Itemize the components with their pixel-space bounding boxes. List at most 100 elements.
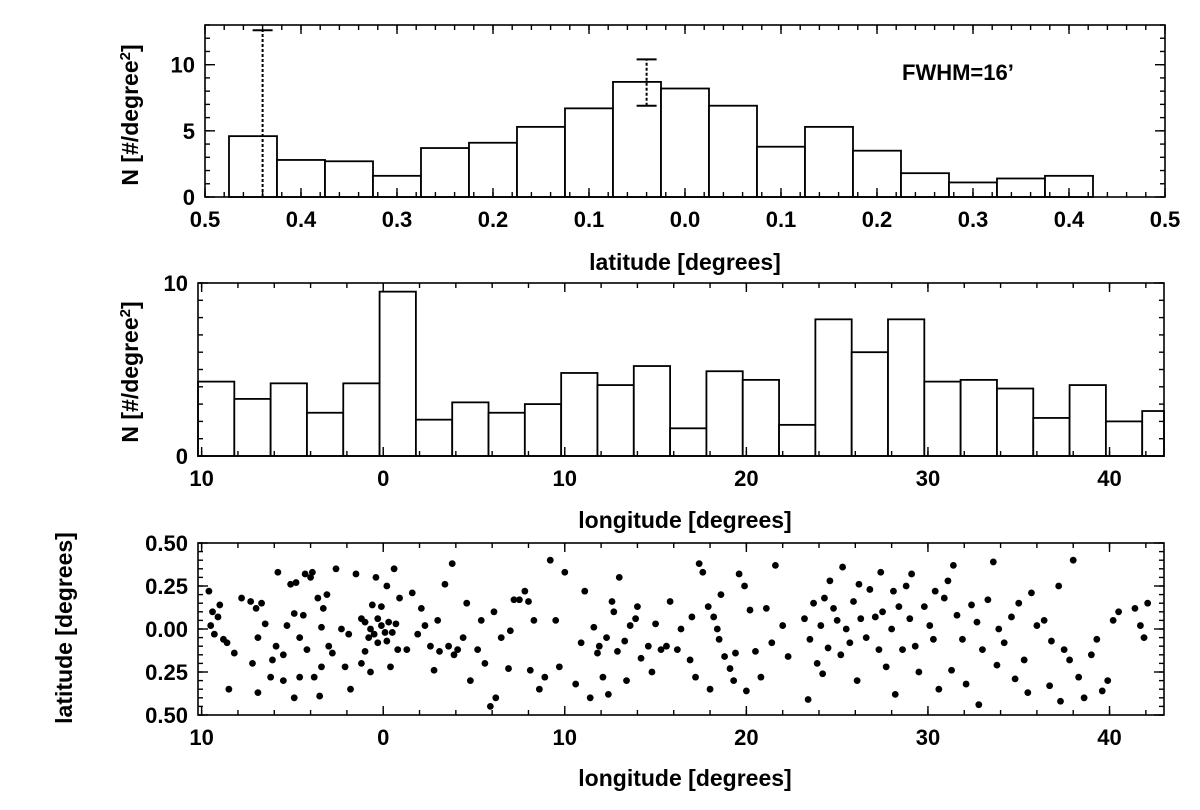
scatter-point (581, 587, 589, 595)
scatter-point (361, 647, 369, 655)
longitude-histogram-bar (1068, 384, 1107, 457)
scatter-frame (197, 542, 1165, 716)
scatter-point (875, 646, 883, 654)
scatter-point (1028, 589, 1035, 597)
scatter-point (604, 690, 612, 698)
scatter-point (341, 663, 349, 671)
longitude-histogram-bar (887, 318, 926, 457)
scatter-ticks: 10 0 10 20 30 40 0.50 0.25 0.00 0.25 0.50 (145, 531, 1164, 750)
scatter-point (258, 599, 265, 607)
latitude-histogram-bar (324, 160, 374, 198)
latitude-histogram-bar (804, 125, 854, 198)
latitude-histogram-bar (708, 104, 758, 198)
latitude-histogram-bar (468, 141, 518, 198)
scatter-point (374, 639, 382, 647)
scatter-point (352, 570, 360, 578)
scatter-point (303, 646, 311, 654)
scatter-point (973, 618, 981, 626)
scatter-point (361, 618, 369, 626)
scatter-point (888, 625, 896, 633)
scatter-point (249, 660, 256, 667)
scatter-point (871, 613, 879, 621)
scatter-point (1109, 617, 1117, 624)
scatter-point (283, 622, 291, 629)
scatter-point (477, 617, 485, 624)
scatter-point (915, 668, 923, 676)
latitude-histogram-x-tick-label: 0.3 (382, 207, 413, 232)
scatter-x-tick-label: 0 (377, 725, 389, 750)
scatter-point (377, 622, 385, 629)
longitude-histogram-bar (342, 382, 381, 457)
scatter-point (417, 604, 425, 612)
scatter-point (385, 618, 393, 626)
scatter-point (1069, 556, 1077, 564)
scatter-point (995, 625, 1003, 633)
scatter-point (396, 594, 403, 602)
scatter-point (510, 596, 518, 604)
scatter-point (318, 663, 325, 671)
scatter-point (784, 653, 792, 660)
latitude-histogram-bar (564, 107, 614, 198)
latitude-histogram-x-tick-label: 0.1 (574, 207, 605, 232)
scatter-point (821, 594, 828, 602)
scatter-point (1144, 599, 1152, 607)
scatter-point (332, 565, 340, 573)
scatter-point (474, 646, 482, 654)
scatter-point (301, 570, 309, 578)
scatter-point (953, 611, 961, 619)
scatter-point (839, 563, 847, 571)
scatter-point (492, 694, 500, 702)
scatter-point (984, 596, 992, 604)
scatter-point (833, 617, 841, 624)
scatter-point (319, 604, 327, 612)
scatter-point (626, 622, 634, 629)
scatter-point (920, 603, 928, 611)
scatter-point (1046, 682, 1054, 690)
latitude-histogram-x-tick-label: 0.5 (190, 207, 221, 232)
scatter-point (388, 629, 396, 636)
scatter-y-tick-label: 0.25 (145, 660, 188, 685)
scatter-point (762, 604, 770, 612)
scatter-point (535, 685, 543, 693)
scatter-point (290, 694, 298, 702)
scatter-point (279, 677, 287, 684)
scatter-point (614, 647, 621, 655)
scatter-point (316, 692, 324, 700)
scatter-points (205, 556, 1152, 710)
scatter-point (882, 663, 890, 671)
scatter-point (421, 622, 429, 629)
scatter-point (377, 603, 385, 611)
scatter-point (989, 558, 997, 566)
latitude-histogram-x-tick-label: 0.3 (958, 207, 989, 232)
longitude-histogram-bar (1104, 420, 1144, 457)
scatter-point (441, 580, 449, 588)
scatter-point (254, 689, 262, 697)
latitude-histogram-x-tick-label: 0.1 (766, 207, 797, 232)
scatter-point (210, 630, 218, 638)
scatter-point (615, 574, 623, 581)
scatter-point (962, 680, 970, 688)
scatter-y-tick-label: 0.25 (145, 574, 188, 599)
scatter-point (879, 608, 886, 616)
scatter-x-tick-label: 10 (553, 725, 577, 750)
scatter-xlabel: longitude [degrees] (578, 765, 791, 791)
scatter-point (911, 642, 919, 650)
scatter-point (338, 625, 345, 633)
scatter-point (949, 561, 957, 569)
longitude-histogram-x-tick-label: 20 (734, 466, 758, 491)
scatter-point (374, 615, 382, 623)
scatter-point (732, 649, 739, 657)
latitude-histogram-bar (996, 177, 1046, 198)
scatter-point (993, 661, 1001, 669)
scatter-point (741, 582, 748, 590)
longitude-histogram-y-tick-label: 0 (176, 444, 188, 469)
scatter-point (367, 625, 374, 633)
scatter-point (541, 673, 549, 681)
scatter-point (525, 598, 532, 605)
scatter-point (726, 665, 734, 672)
scatter-point (274, 568, 282, 576)
scatter-point (436, 647, 443, 655)
scatter-point (318, 623, 325, 631)
scatter-point (931, 587, 939, 595)
